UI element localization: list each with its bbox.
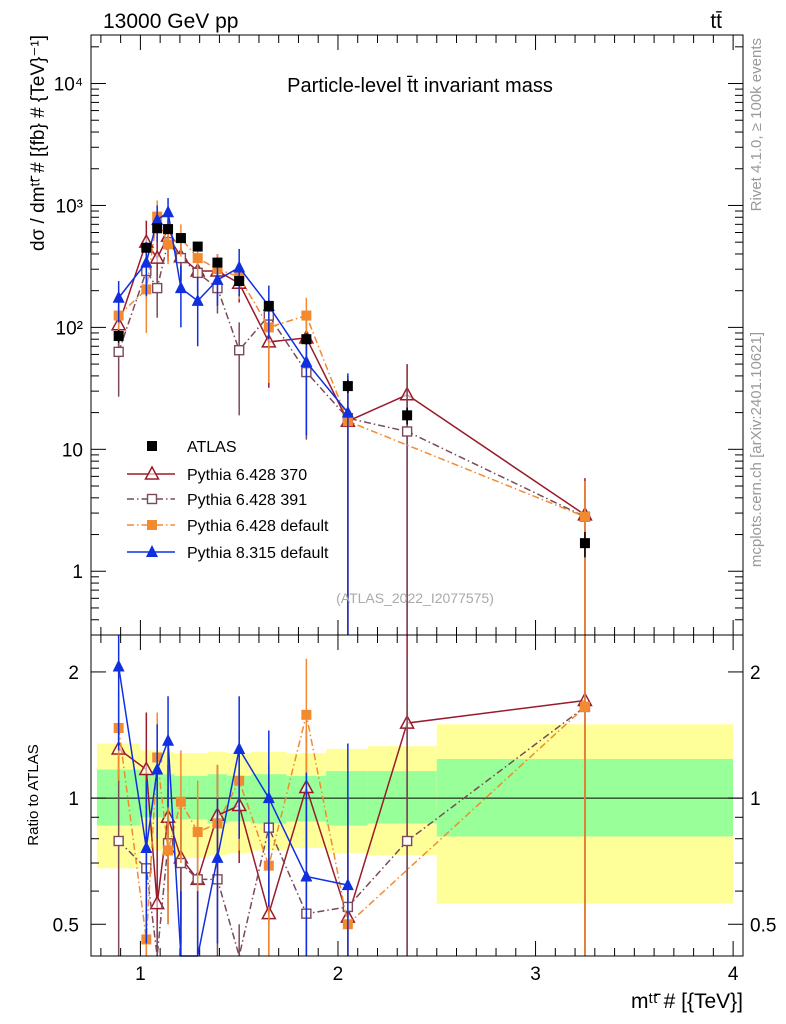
legend-entry-pythia-6-428-default: Pythia 6.428 default bbox=[127, 518, 329, 535]
legend-entry-pythia-6-428-391: Pythia 6.428 391 bbox=[127, 492, 307, 509]
main-ytick-label: 10 bbox=[62, 440, 83, 461]
data-point bbox=[212, 257, 223, 268]
xtick-label: 3 bbox=[530, 964, 541, 985]
data-point bbox=[211, 850, 224, 863]
series-atlas bbox=[113, 223, 590, 558]
data-point bbox=[192, 253, 203, 264]
data-point bbox=[140, 255, 153, 268]
legend-label: Pythia 6.428 391 bbox=[187, 492, 307, 509]
ratio-ticks: 0.5 0.5 1 1 2 2 1 2 3 4 bbox=[53, 635, 776, 985]
x-axis-label: mᵗᵗ̄ # [{TeV}] bbox=[631, 990, 743, 1013]
data-point bbox=[152, 223, 163, 234]
data-point bbox=[141, 242, 152, 253]
source-info-label: mcplots.cern.ch [arXiv:2401.10621] bbox=[748, 332, 765, 567]
main-ytick-label: 10³ bbox=[56, 196, 83, 217]
legend-marker bbox=[146, 545, 158, 557]
data-point bbox=[112, 659, 125, 672]
data-point bbox=[233, 344, 245, 356]
analysis-id: (ATLAS_2022_I2077575) bbox=[336, 590, 494, 606]
series-line bbox=[118, 213, 586, 518]
data-point bbox=[140, 841, 153, 854]
legend-entry-pythia-8-315-default: Pythia 8.315 default bbox=[127, 545, 329, 562]
ratio-ytick-label: 1 bbox=[68, 789, 79, 810]
data-point bbox=[149, 249, 165, 264]
legend: ATLAS Pythia 6.428 370 Pythia 6.428 391 Pyt… bbox=[127, 439, 329, 562]
process-label: tt̄ bbox=[710, 10, 722, 33]
legend-label: ATLAS bbox=[187, 439, 237, 456]
xtick-label: 4 bbox=[728, 964, 739, 985]
data-point bbox=[579, 538, 590, 549]
xtick-label: 1 bbox=[135, 964, 146, 985]
data-point bbox=[162, 733, 175, 746]
legend-label: Pythia 6.428 370 bbox=[187, 467, 307, 484]
data-point bbox=[151, 212, 164, 225]
data-point bbox=[579, 701, 590, 712]
data-point bbox=[163, 845, 174, 856]
data-point bbox=[301, 310, 312, 321]
main-ylabel: dσ / dmᵗᵗ̄ # [{fb} # {TeV}⁻¹] bbox=[28, 35, 49, 251]
data-point bbox=[402, 410, 413, 421]
data-point bbox=[300, 355, 313, 368]
ratio-series bbox=[110, 635, 593, 957]
ratio-frame bbox=[90, 634, 744, 957]
legend-marker bbox=[146, 493, 158, 505]
data-point bbox=[151, 282, 163, 294]
legend-label: Pythia 6.428 default bbox=[187, 518, 329, 535]
data-point bbox=[401, 426, 413, 437]
data-point bbox=[175, 796, 186, 807]
data-point bbox=[300, 869, 313, 882]
data-point bbox=[163, 239, 174, 250]
data-point bbox=[191, 293, 204, 306]
data-point bbox=[262, 791, 275, 804]
uncertainty-band-inner bbox=[367, 771, 437, 824]
main-ytick-label: 10² bbox=[56, 318, 83, 339]
data-point bbox=[341, 878, 354, 891]
data-point bbox=[163, 224, 174, 235]
data-point bbox=[301, 334, 312, 345]
data-point bbox=[234, 276, 245, 287]
data-point bbox=[233, 260, 246, 273]
ratio-ytick-label: 0.5 bbox=[53, 915, 79, 936]
data-point bbox=[579, 511, 590, 522]
main-ytick-label: 10⁴ bbox=[54, 75, 83, 96]
legend-marker bbox=[147, 520, 157, 530]
ratio-ytick-label: 2 bbox=[68, 663, 79, 684]
legend-entry-pythia-6-428-370: Pythia 6.428 370 bbox=[127, 465, 307, 484]
data-point bbox=[233, 741, 246, 754]
data-point bbox=[113, 330, 124, 341]
data-point bbox=[151, 762, 164, 775]
ratio-ytick-label-right: 1 bbox=[750, 789, 761, 810]
legend-label: Pythia 8.315 default bbox=[187, 545, 329, 562]
main-ytick-label: 1 bbox=[72, 562, 83, 583]
main-series bbox=[110, 198, 593, 635]
main-ticks: 1 10 10² 10³ 10⁴ bbox=[54, 35, 743, 636]
energy-label: 13000 GeV pp bbox=[103, 10, 238, 33]
data-point bbox=[401, 835, 413, 847]
data-point bbox=[162, 205, 175, 218]
legend-marker bbox=[147, 441, 157, 451]
data-point bbox=[112, 290, 125, 303]
main-title: Particle-level t̄t invariant mass bbox=[287, 75, 553, 97]
ratio-ytick-label-right: 2 bbox=[750, 663, 761, 684]
data-point bbox=[263, 300, 274, 311]
data-point bbox=[342, 381, 353, 392]
data-point bbox=[341, 405, 354, 418]
data-point bbox=[301, 709, 312, 720]
data-point bbox=[192, 827, 203, 838]
data-point bbox=[174, 281, 187, 294]
rivet-info-label: Rivet 4.1.0, ≥ 100k events bbox=[748, 38, 765, 211]
legend-entry-atlas: ATLAS bbox=[147, 439, 237, 456]
legend-marker bbox=[144, 465, 160, 480]
data-point bbox=[113, 346, 124, 358]
data-point bbox=[192, 241, 203, 252]
data-point bbox=[175, 233, 186, 244]
data-point bbox=[149, 895, 165, 910]
ratio-ylabel: Ratio to ATLAS bbox=[25, 744, 42, 845]
data-point bbox=[113, 835, 124, 847]
ratio-ytick-label-right: 0.5 bbox=[750, 915, 776, 936]
xtick-label: 2 bbox=[333, 964, 344, 985]
data-point bbox=[211, 272, 224, 285]
data-point bbox=[138, 760, 155, 776]
